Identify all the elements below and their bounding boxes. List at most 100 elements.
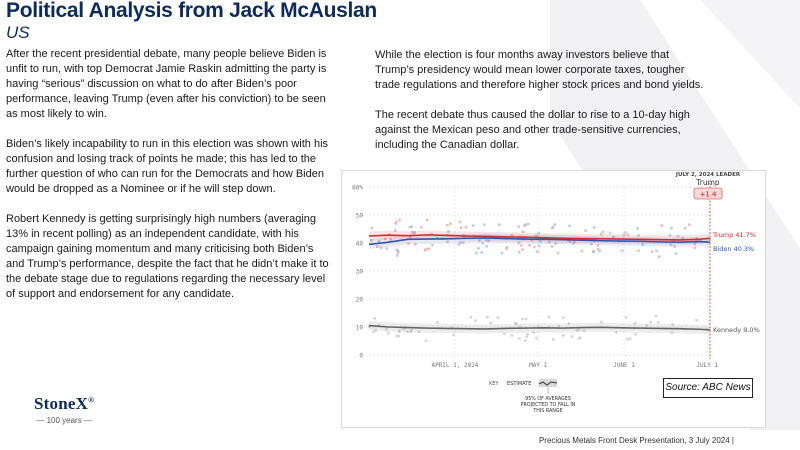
poll-point <box>424 339 428 342</box>
poll-point <box>521 317 524 321</box>
poll-point <box>592 250 595 253</box>
poll-point <box>458 220 462 224</box>
poll-point <box>398 329 401 333</box>
poll-point <box>385 328 388 331</box>
poll-point <box>372 330 375 334</box>
poll-point <box>562 316 565 319</box>
poll-point <box>517 241 521 245</box>
paragraph: While the election is four months away i… <box>375 49 704 91</box>
left-text-column: After the recent presidential debate, ma… <box>6 47 331 317</box>
poll-point <box>487 239 491 243</box>
series-end-label: Kennedy 9.0% <box>713 326 760 334</box>
poll-point <box>482 223 486 227</box>
poll-point <box>394 229 397 232</box>
poll-point <box>385 247 388 250</box>
poll-point <box>535 336 538 340</box>
poll-point <box>395 254 399 257</box>
poll-point <box>452 333 455 337</box>
poll-point <box>580 249 584 253</box>
poll-point <box>656 321 660 324</box>
poll-point <box>668 234 672 237</box>
poll-point <box>374 329 377 332</box>
leader-margin-value: +1.4 <box>700 191 718 199</box>
poll-point <box>681 236 685 240</box>
poll-point <box>485 239 488 242</box>
polling-chart-svg: 0 10 20 30 40 50 60% APRIL 1, 2024 MAY 1 JUNE 1 JU… <box>352 172 760 414</box>
poll-point <box>397 334 400 338</box>
poll-point <box>601 230 605 234</box>
poll-point <box>628 337 632 340</box>
poll-point <box>395 334 399 338</box>
poll-point <box>447 230 450 233</box>
poll-point <box>553 223 557 226</box>
poll-point <box>557 325 561 328</box>
leader-margin-badge <box>693 187 723 200</box>
poll-point <box>674 252 678 256</box>
poll-point <box>423 248 427 252</box>
poll-point <box>584 229 587 232</box>
poll-point <box>398 218 401 222</box>
poll-point <box>626 233 630 236</box>
poll-point <box>655 249 658 253</box>
poll-point <box>489 321 493 325</box>
poll-point <box>554 242 557 245</box>
poll-point <box>478 239 481 242</box>
poll-point <box>577 327 581 331</box>
poll-point <box>687 223 691 227</box>
key-note-line: PROJECTED TO FALL IN <box>521 402 576 408</box>
poll-point <box>496 316 500 320</box>
poll-point <box>518 337 521 340</box>
key-band-swatch <box>539 379 557 387</box>
poll-point <box>411 231 414 234</box>
poll-point <box>459 241 462 244</box>
poll-point <box>425 247 428 251</box>
poll-point <box>485 315 489 319</box>
poll-point <box>556 251 560 255</box>
poll-point <box>446 240 449 244</box>
poll-point <box>596 244 600 247</box>
poll-point <box>377 240 381 243</box>
poll-point <box>693 246 697 250</box>
poll-point <box>517 225 520 228</box>
poll-point <box>477 247 480 250</box>
poll-point <box>699 239 703 242</box>
poll-point <box>414 242 417 246</box>
poll-point <box>459 226 463 230</box>
key-title: KEY <box>489 381 499 387</box>
poll-point <box>637 234 640 237</box>
y-tick-label: 0 <box>359 353 363 360</box>
poll-point <box>624 316 628 319</box>
poll-point <box>510 334 514 337</box>
confidence-band <box>369 233 710 249</box>
poll-point <box>570 335 574 338</box>
poll-point <box>379 246 383 250</box>
poll-point <box>537 231 540 235</box>
poll-point <box>550 245 554 248</box>
poll-point <box>425 218 429 222</box>
right-text-column: While the election is four months away i… <box>375 48 710 168</box>
poll-point <box>524 223 527 226</box>
poll-point <box>510 233 514 237</box>
poll-point <box>577 337 581 340</box>
poll-point <box>528 243 531 247</box>
poll-point <box>471 224 475 227</box>
logo-brand: StoneX® <box>34 394 95 413</box>
poll-point <box>654 314 658 318</box>
y-tick-label: 10 <box>356 325 364 332</box>
poll-point <box>551 225 555 229</box>
poll-point <box>407 242 410 245</box>
x-tick-label: JUNE 1 <box>613 362 635 369</box>
page-title: Political Analysis from Jack McAuslan <box>6 0 377 22</box>
poll-point <box>396 251 400 254</box>
poll-point <box>373 317 377 320</box>
poll-point <box>469 316 473 319</box>
leader-date-label: JULY 2, 2024 LEADER <box>675 172 741 178</box>
poll-point <box>417 330 421 334</box>
poll-point <box>481 241 485 245</box>
paragraph: The recent debate thus caused the dollar… <box>375 109 690 151</box>
key-estimate-line <box>538 381 558 386</box>
poll-point <box>387 331 390 335</box>
poll-point <box>427 247 431 251</box>
leader-name: Trump <box>695 178 720 187</box>
poll-point <box>673 245 676 248</box>
